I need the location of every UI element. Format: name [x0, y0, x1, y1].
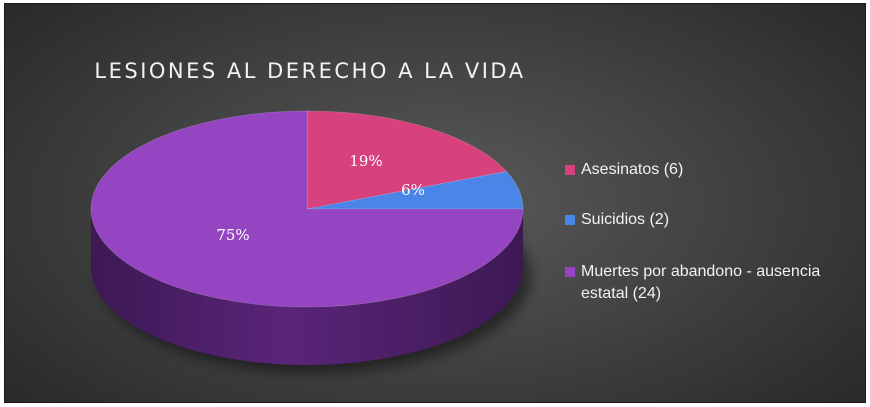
pie-side-shade-2	[91, 209, 523, 365]
slice-percent-label: 6%	[401, 181, 425, 199]
legend-label: Muertes por abandono - ausencia estatal …	[581, 263, 821, 302]
slice-percent-label: 19%	[349, 152, 382, 170]
pie-slice-1	[306, 171, 524, 210]
legend-swatch	[565, 165, 575, 175]
chart-title: LESIONES AL DERECHO A LA VIDA	[94, 59, 526, 83]
legend-swatch	[565, 267, 575, 277]
legend-item: Muertes por abandono - ausencia estatal …	[565, 261, 855, 305]
legend-item: Asesinatos (6)	[565, 159, 855, 181]
pie-slice-0	[306, 110, 508, 210]
legend-item: Suicidios (2)	[565, 209, 855, 231]
legend-label: Suicidios (2)	[581, 211, 670, 228]
slice-percent-label: 75%	[216, 226, 249, 244]
chart-frame: LESIONES AL DERECHO A LA VIDA 19% 6% 75% A…	[4, 3, 866, 403]
pie-slice-2	[90, 110, 524, 308]
pie-chart: 19% 6% 75%	[90, 110, 531, 373]
legend-label: Asesinatos (6)	[581, 161, 684, 178]
legend-swatch	[565, 215, 575, 225]
